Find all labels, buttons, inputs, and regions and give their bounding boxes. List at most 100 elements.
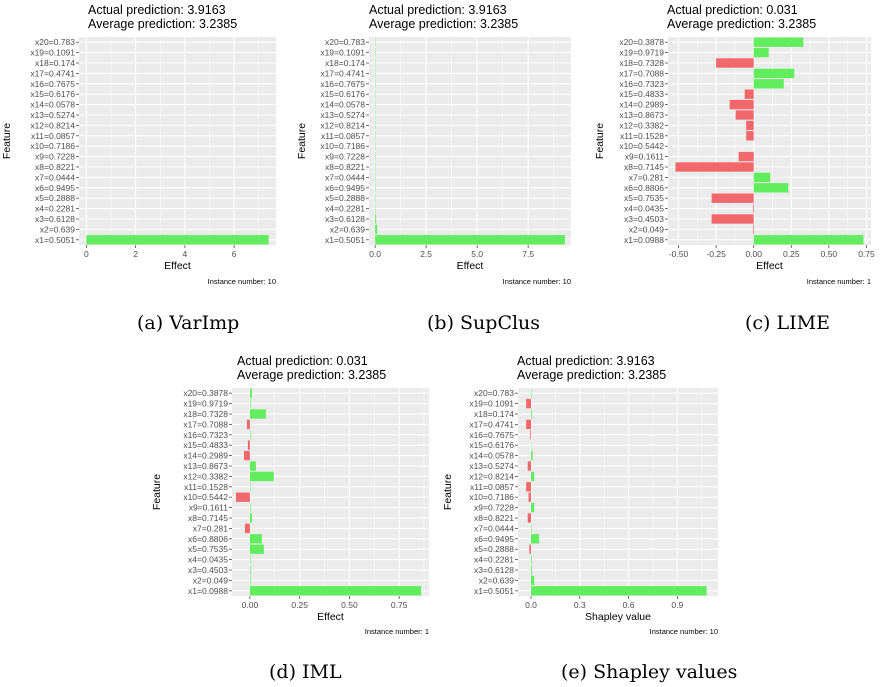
chart-title-line: Average prediction: 3.2385: [369, 17, 518, 31]
y-tick-label: x18=0.174: [325, 58, 365, 68]
y-tick-label: x4=0.2281: [325, 204, 365, 214]
y-tick-label: x9=0.1611: [189, 503, 229, 513]
y-tick-label: x5=0.2888: [474, 544, 514, 554]
y-tick-label: x14=0.0578: [320, 100, 365, 110]
plot-panel: [369, 37, 571, 245]
bar-x18: [531, 409, 532, 419]
bar-x15: [744, 89, 754, 99]
bar-x14: [243, 450, 250, 461]
y-tick-label: x14=0.0578: [30, 100, 75, 110]
x-tick-label: 6: [232, 249, 237, 259]
bar-x18: [716, 58, 754, 68]
y-tick-label: x3=0.6128: [474, 565, 514, 575]
bar-x3: [531, 565, 532, 575]
y-tick-label: x17=0.7088: [619, 68, 664, 78]
y-tick-label: x7=0.281: [629, 172, 664, 182]
y-tick-label: x8=0.8221: [325, 162, 365, 172]
chart-title-line: Average prediction: 3.2385: [88, 17, 237, 31]
chart-title-line: Average prediction: 3.2385: [237, 368, 386, 382]
y-tick-label: x3=0.6128: [325, 214, 365, 224]
bar-x8: [675, 162, 754, 172]
y-tick-label: x15=0.6176: [469, 440, 514, 450]
bar-x3: [375, 214, 377, 224]
y-tick-label: x11=0.0857: [321, 131, 365, 141]
bar-x9: [531, 502, 535, 513]
x-tick-label: 0.00: [242, 600, 259, 610]
y-tick-label: x20=0.3878: [619, 37, 664, 47]
y-tick-label: x12=0.3382: [183, 471, 228, 481]
y-tick-label: x19=0.9719: [183, 399, 228, 409]
y-tick-label: x19=0.1091: [320, 48, 365, 58]
x-tick-label: 0.25: [291, 600, 308, 610]
y-tick-label: x15=0.6176: [30, 89, 75, 99]
y-tick-label: x3=0.4503: [188, 565, 228, 575]
y-tick-label: x9=0.7228: [474, 503, 514, 513]
bar-x5: [711, 193, 754, 203]
bar-x13: [527, 461, 532, 471]
y-tick-label: x18=0.7328: [183, 409, 228, 419]
y-tick-label: x11=0.0857: [31, 131, 75, 141]
y-tick-label: x19=0.1091: [30, 48, 75, 58]
chart-title-line: Average prediction: 3.2385: [667, 17, 816, 31]
y-tick-label: x4=0.0435: [188, 555, 228, 565]
y-tick-label: x13=0.5274: [30, 110, 75, 120]
y-tick-label: x10=0.7186: [320, 141, 365, 151]
bar-x2: [531, 575, 535, 586]
bar-x1: [753, 235, 864, 245]
y-tick-label: x7=0.0444: [325, 172, 365, 182]
subfigure-caption: (d) IML: [269, 661, 342, 683]
y-tick-label: x8=0.7145: [624, 162, 664, 172]
x-tick-label: 7.5: [522, 249, 534, 259]
y-tick-label: x17=0.7088: [183, 419, 228, 429]
bar-x13: [735, 110, 754, 120]
y-tick-label: x14=0.2989: [183, 451, 228, 461]
bar-x19: [526, 398, 532, 409]
bar-x11: [526, 482, 532, 492]
y-tick-label: x1=0.5051: [35, 235, 75, 245]
x-tick-label: 0.00: [745, 249, 762, 259]
y-tick-label: x11=0.1528: [184, 482, 228, 492]
bar-x1: [531, 586, 707, 596]
bar-x1: [86, 235, 269, 245]
plot-panel: [668, 37, 871, 245]
bar-x2: [752, 224, 754, 235]
y-tick-label: x15=0.6176: [320, 89, 365, 99]
y-tick-label: x4=0.2281: [35, 204, 75, 214]
bar-x14: [729, 99, 754, 110]
x-tick-label: 2.5: [420, 249, 432, 259]
y-tick-label: x10=0.5442: [183, 492, 228, 502]
y-tick-label: x3=0.4503: [624, 214, 664, 224]
y-tick-label: x17=0.4741: [320, 68, 365, 78]
y-tick-label: x8=0.8221: [35, 162, 75, 172]
y-tick-label: x16=0.7675: [469, 430, 514, 440]
plot-panel: [79, 37, 276, 245]
x-axis-title: Effect: [317, 611, 344, 623]
bar-x5: [249, 544, 264, 554]
x-axis-title: Effect: [457, 260, 484, 272]
instance-number: Instance number: 10: [208, 277, 276, 286]
x-tick-label: 0: [84, 249, 89, 259]
instance-number: Instance number: 1: [807, 277, 871, 286]
y-tick-label: x8=0.8221: [474, 513, 514, 523]
bar-x1: [375, 235, 565, 245]
bar-x4: [249, 554, 251, 565]
bar-x3: [249, 565, 251, 575]
bar-x4: [752, 203, 754, 214]
y-tick-label: x20=0.783: [474, 388, 514, 398]
bar-x17: [753, 68, 795, 79]
bar-x16: [530, 430, 532, 440]
y-tick-label: x16=0.7675: [320, 79, 365, 89]
bar-x7: [753, 172, 771, 183]
x-tick-label: 0.6: [623, 600, 635, 610]
subfigure-caption: (c) LIME: [745, 312, 830, 334]
y-tick-label: x2=0.639: [330, 224, 365, 234]
y-tick-label: x2=0.639: [40, 224, 75, 234]
bar-x10: [528, 492, 532, 502]
y-tick-label: x12=0.8214: [30, 120, 75, 130]
bar-x13: [249, 461, 256, 471]
x-tick-label: 0.9: [671, 600, 683, 610]
chart-title-line: Actual prediction: 0.031: [667, 3, 798, 17]
bar-x9: [249, 502, 251, 513]
